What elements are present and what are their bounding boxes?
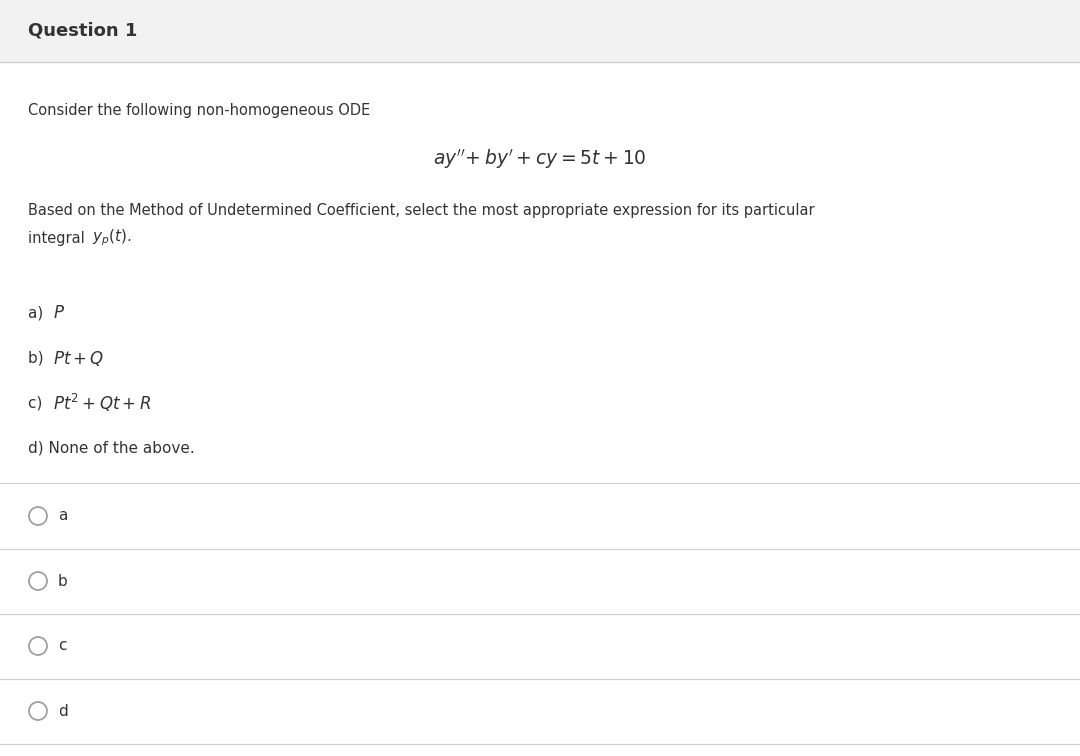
Circle shape: [29, 637, 48, 655]
Text: $ay''\!+by' + cy = 5t + 10$: $ay''\!+by' + cy = 5t + 10$: [433, 147, 647, 171]
Text: b): b): [28, 351, 49, 365]
Text: $Pt + Q$: $Pt + Q$: [53, 349, 105, 367]
Text: Question 1: Question 1: [28, 22, 137, 40]
Circle shape: [29, 572, 48, 590]
Text: Based on the Method of Undetermined Coefficient, select the most appropriate exp: Based on the Method of Undetermined Coef…: [28, 203, 814, 218]
Text: b: b: [58, 574, 68, 588]
Text: Consider the following non-homogeneous ODE: Consider the following non-homogeneous O…: [28, 104, 370, 119]
Text: d) None of the above.: d) None of the above.: [28, 441, 194, 456]
Text: $P$: $P$: [53, 305, 65, 321]
Circle shape: [29, 702, 48, 720]
Text: a: a: [58, 509, 67, 523]
Text: c): c): [28, 395, 48, 411]
Bar: [0, 0, 1080, 62]
Text: d: d: [58, 704, 68, 718]
Text: $Pt^2 + Qt + R$: $Pt^2 + Qt + R$: [53, 392, 151, 414]
Text: $y_p(t)$.: $y_p(t)$.: [92, 228, 132, 248]
Text: integral: integral: [28, 231, 90, 246]
Text: c: c: [58, 639, 67, 653]
Circle shape: [29, 507, 48, 525]
Text: a): a): [28, 305, 49, 321]
